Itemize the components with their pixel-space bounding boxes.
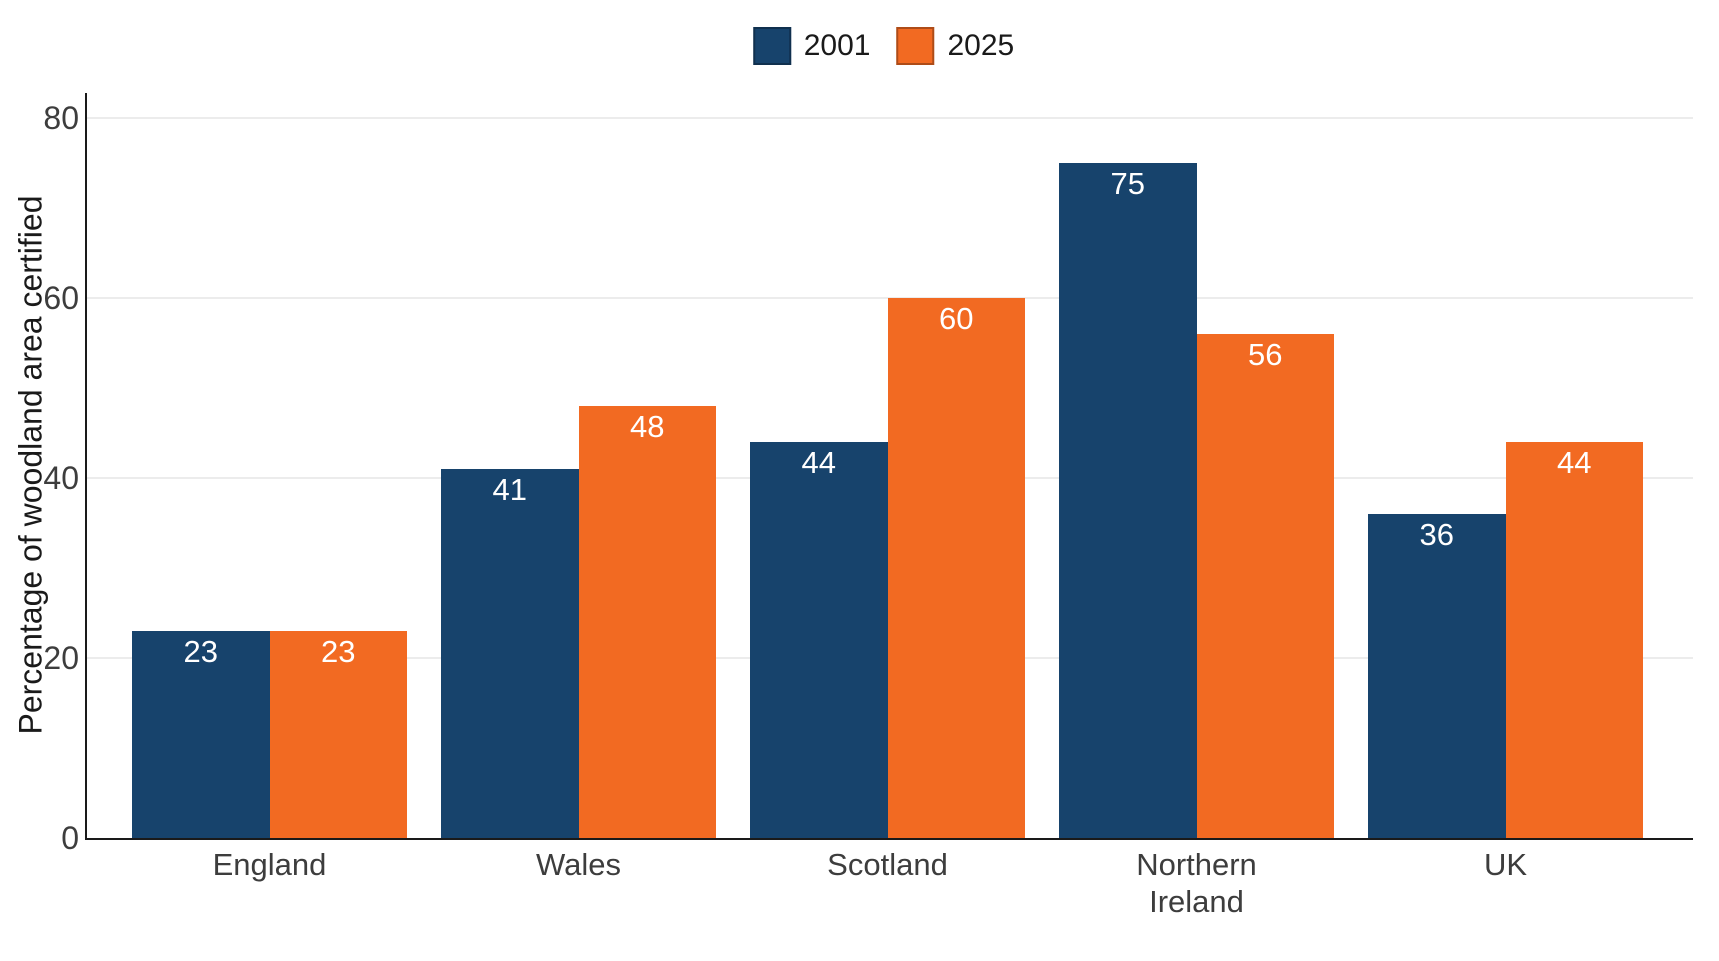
- y-tick-label-60: 60: [43, 280, 79, 317]
- legend-label-2001: 2001: [803, 29, 871, 62]
- bar-group-4: 75 56: [1059, 93, 1334, 838]
- y-tick-label-20: 20: [43, 640, 79, 677]
- legend-swatch-2025: [896, 27, 935, 65]
- bar-value-label: 36: [1419, 517, 1454, 553]
- bar-group-3: 44 60: [750, 93, 1025, 838]
- legend-label-2025: 2025: [947, 29, 1015, 62]
- bar-2001-4: 75: [1059, 163, 1197, 838]
- bar-2025-1: 23: [269, 631, 407, 838]
- bar-value-label: 44: [1557, 445, 1592, 481]
- bar-value-label: 75: [1110, 166, 1145, 202]
- legend-item-2001: 2001: [752, 27, 871, 65]
- bar-value-label: 23: [321, 634, 356, 670]
- legend: 2001 2025: [752, 27, 1015, 65]
- y-tick-label-80: 80: [43, 100, 79, 137]
- x-tick-label-2: Wales: [536, 847, 621, 882]
- legend-swatch-2001: [752, 27, 791, 65]
- bar-value-label: 44: [801, 445, 836, 481]
- bar-2001-1: 23: [132, 631, 270, 838]
- bar-2025-4: 56: [1196, 334, 1334, 838]
- bar-2001-5: 36: [1368, 514, 1506, 838]
- bar-value-label: 23: [183, 634, 218, 670]
- legend-item-2025: 2025: [896, 27, 1015, 65]
- gridline-80: [87, 117, 1693, 120]
- bar-group-2: 41 48: [441, 93, 716, 838]
- bar-2025-5: 44: [1505, 442, 1643, 838]
- bar-2025-2: 48: [578, 406, 716, 838]
- y-tick-label-0: 0: [61, 820, 79, 856]
- bar-value-label: 56: [1248, 337, 1283, 373]
- bar-group-1: 23 23: [132, 93, 407, 838]
- x-tick-label-5: UK: [1483, 847, 1528, 882]
- bar-value-label: 48: [630, 409, 665, 445]
- x-tick-label-4: Northern Ireland: [1136, 847, 1257, 919]
- bar-2025-3: 60: [887, 298, 1025, 838]
- plot-area: 0 20 40 60 80 23 23 England 41 48 Wales 44 60 Scotlan…: [43, 93, 1693, 919]
- bar-value-label: 41: [492, 472, 527, 508]
- y-tick-label-40: 40: [43, 460, 79, 497]
- bar-2001-3: 44: [750, 442, 888, 838]
- x-tick-label-3: Scotland: [827, 847, 948, 882]
- bar-2001-2: 41: [441, 469, 579, 838]
- x-tick-label-1: England: [212, 847, 327, 882]
- bar-group-5: 36 44: [1368, 93, 1643, 838]
- bar-value-label: 60: [939, 301, 974, 337]
